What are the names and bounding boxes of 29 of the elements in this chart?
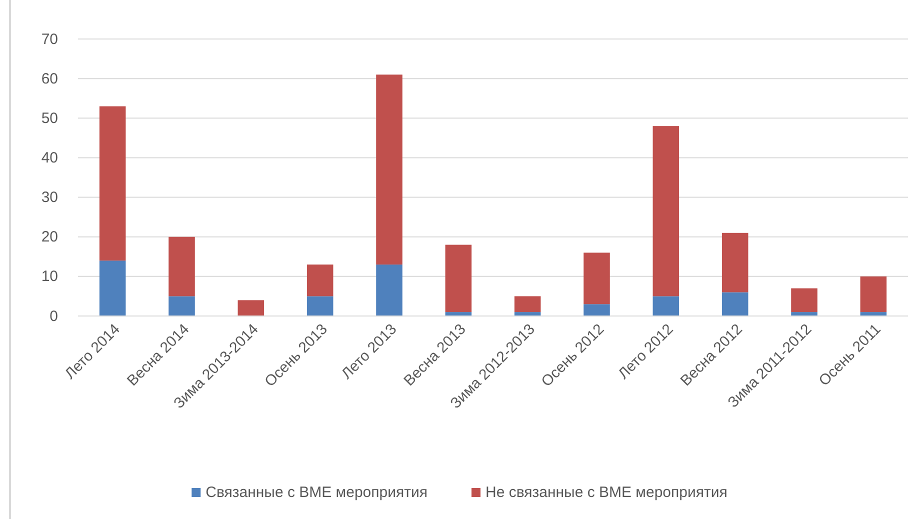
- y-tick-label: 50: [41, 110, 58, 127]
- bar: [860, 276, 887, 312]
- bar: [652, 296, 680, 316]
- bar: [376, 74, 402, 265]
- y-tick-label: 60: [41, 70, 58, 88]
- y-tick-label: 20: [41, 228, 58, 246]
- bar: [514, 296, 541, 312]
- bar: [99, 106, 126, 261]
- legend-label: Не связанные с ВМЕ мероприятия: [485, 484, 728, 501]
- bar: [722, 292, 748, 316]
- bar: [584, 252, 610, 304]
- bar: [306, 264, 334, 296]
- bar: [99, 260, 126, 316]
- bar: [652, 126, 680, 296]
- bar: [584, 304, 610, 316]
- y-tick-label: 40: [41, 150, 58, 167]
- y-tick-label: 0: [50, 308, 58, 325]
- legend-label: Связанные с ВМЕ мероприятия: [206, 484, 428, 501]
- y-tick-label: 30: [41, 189, 58, 206]
- y-tick-label: 10: [41, 268, 58, 286]
- bar: [376, 264, 402, 316]
- bar: [306, 296, 334, 316]
- bar: [168, 236, 195, 296]
- bar: [238, 300, 264, 316]
- bar: [445, 244, 472, 312]
- y-tick-label: 70: [41, 30, 58, 48]
- bar: [168, 296, 195, 316]
- bar: [722, 232, 748, 292]
- bar: [791, 288, 818, 312]
